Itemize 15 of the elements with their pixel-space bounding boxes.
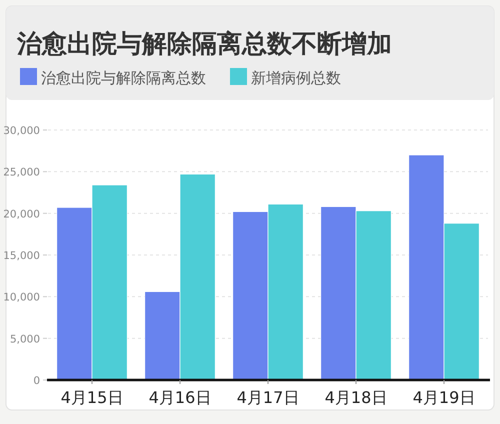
legend-label: 治愈出院与解除隔离总数 [41, 69, 206, 87]
legend-label: 新增病例总数 [251, 69, 341, 87]
y-tick-label: 5,000 [10, 333, 40, 346]
x-tick-label: 4月16日 [148, 388, 212, 407]
chart-title: 治愈出院与解除隔离总数不断增加 [16, 29, 392, 58]
y-tick-label: 10,000 [3, 292, 40, 304]
y-tick-label: 20,000 [3, 208, 40, 220]
x-tick-label: 4月15日 [60, 388, 124, 407]
x-tick-label: 4月18日 [324, 388, 388, 407]
y-tick-label: 30,000 [3, 125, 40, 137]
y-tick-label: 0 [33, 375, 40, 387]
x-tick-label: 4月19日 [412, 388, 476, 407]
y-tick-label: 15,000 [3, 250, 40, 262]
y-tick-label: 25,000 [3, 166, 40, 179]
x-tick-label: 4月17日 [236, 388, 300, 407]
